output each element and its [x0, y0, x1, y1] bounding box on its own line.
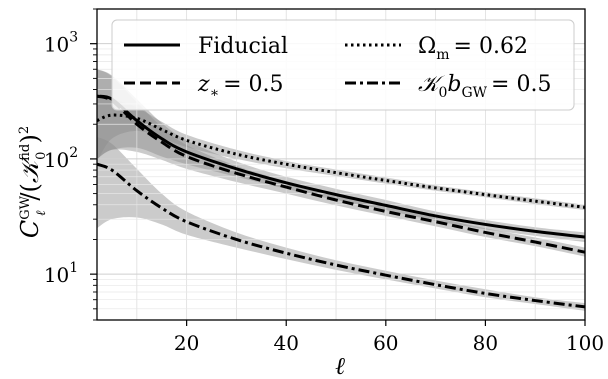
series-line-0 — [96, 94, 586, 239]
x-tick-label: 20 — [174, 331, 199, 355]
y-tick-label: 103 — [44, 30, 78, 57]
legend-label-zstar: z∗ = 0.5 — [197, 72, 284, 101]
y-tick-label: 101 — [44, 260, 78, 287]
y-tick-base: 10 — [44, 33, 69, 57]
x-tick-label: 60 — [373, 331, 398, 355]
legend-label-fiducial: Fiducial — [198, 34, 288, 59]
y-tick-base: 10 — [44, 263, 69, 287]
band-series-1 — [97, 69, 585, 257]
legend-label-kb: 𝒦0bGW = 0.5 — [418, 72, 551, 101]
legend: Fiducial z∗ = 0.5 Ωm = 0.62 𝒦0bGW = 0.5 — [111, 19, 575, 111]
legend-label-omega: Ωm = 0.62 — [418, 34, 528, 63]
x-tick-label: 100 — [566, 331, 604, 355]
x-axis-label: ℓ — [335, 352, 345, 379]
series-line-1 — [96, 94, 586, 254]
series-line-3 — [96, 162, 586, 309]
band-series-2 — [97, 97, 585, 211]
legend-box — [111, 19, 575, 111]
y-axis-label: CGWℓ/(𝒦fid0)2 — [16, 126, 49, 238]
series-line-2 — [96, 113, 586, 209]
x-tick-label: 40 — [273, 331, 298, 355]
series-lines — [96, 94, 586, 309]
y-tick-exponent: 2 — [69, 145, 78, 161]
x-tick-label: 80 — [473, 331, 498, 355]
y-tick-label: 102 — [44, 145, 78, 172]
y-tick-exponent: 1 — [69, 260, 78, 276]
y-tick-exponent: 3 — [69, 30, 78, 46]
y-tick-base: 10 — [44, 148, 69, 172]
